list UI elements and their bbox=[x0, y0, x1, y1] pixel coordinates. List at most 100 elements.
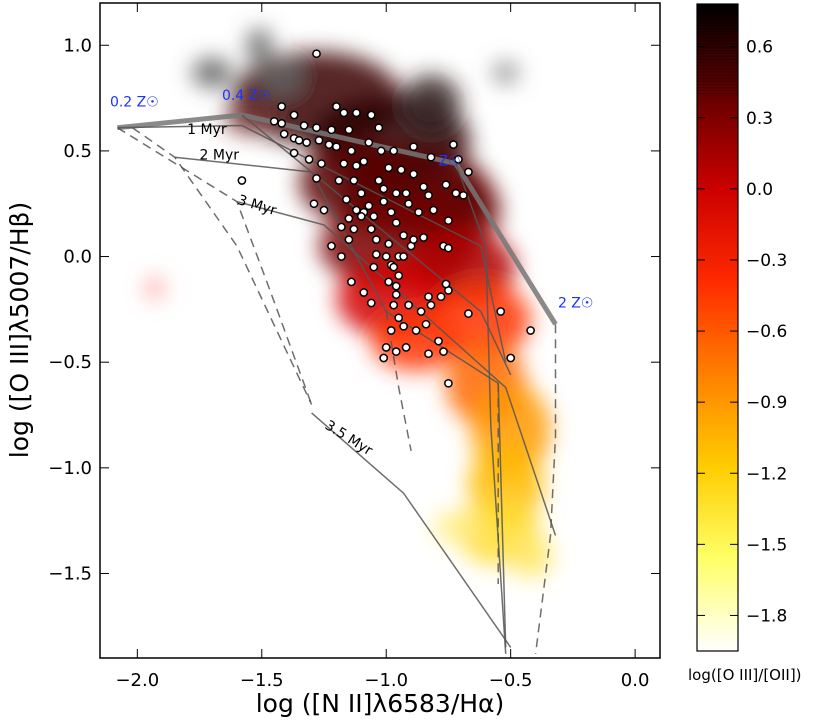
scatter-point bbox=[449, 140, 458, 149]
scatter-point bbox=[312, 49, 321, 59]
scatter-point bbox=[444, 243, 453, 253]
scatter-point bbox=[419, 233, 428, 242]
age-track-3myr bbox=[236, 200, 557, 536]
scatter-point bbox=[379, 353, 389, 363]
scatter-point bbox=[366, 110, 376, 120]
scatter-point bbox=[299, 121, 309, 130]
scatter-point bbox=[381, 252, 391, 261]
scatter-point bbox=[381, 343, 391, 352]
colorbar-tick-label: 0.6 bbox=[746, 38, 773, 58]
scatter-point bbox=[459, 190, 468, 200]
scatter-point bbox=[526, 326, 535, 335]
scatter-point bbox=[434, 336, 443, 346]
scatter-point bbox=[394, 271, 404, 280]
scatter-point bbox=[424, 349, 433, 359]
scatter-point bbox=[324, 140, 334, 149]
scatter-point bbox=[421, 319, 431, 329]
scatter-point bbox=[342, 195, 351, 204]
scatter-point bbox=[327, 241, 336, 251]
scatter-point bbox=[389, 146, 399, 156]
scatter-point bbox=[371, 235, 381, 244]
scatter-point bbox=[404, 300, 413, 310]
x-tick-label: −1.0 bbox=[364, 670, 408, 691]
y-tick-label: −1.5 bbox=[48, 563, 92, 584]
scatter-point bbox=[404, 199, 413, 209]
scatter-point bbox=[352, 205, 361, 215]
scatter-point bbox=[237, 176, 247, 185]
scatter-point bbox=[344, 214, 354, 223]
scatter-point bbox=[277, 102, 287, 111]
scatter-point bbox=[391, 218, 401, 228]
colorbar: 0.6 0.3 0.0 −0.3 −0.6 −0.9 −1.2 −1.5 −1.8 bbox=[696, 3, 787, 652]
scatter-point bbox=[506, 353, 516, 363]
scatter-point bbox=[269, 116, 279, 126]
dashed-track bbox=[534, 324, 557, 654]
density-blob bbox=[371, 311, 461, 371]
scatter-point bbox=[364, 138, 374, 147]
scatter-point bbox=[496, 307, 506, 316]
colorbar-frame bbox=[696, 3, 739, 652]
scatter-point bbox=[396, 165, 406, 175]
scatter-point bbox=[337, 252, 346, 261]
scatter-point bbox=[352, 108, 361, 118]
colorbar-title: log([O III]/[OII]) bbox=[688, 666, 802, 684]
scatter-point bbox=[304, 155, 314, 164]
density-blob bbox=[433, 510, 479, 544]
density-blob bbox=[264, 62, 300, 92]
x-tick-label: −2.0 bbox=[115, 670, 159, 691]
scatter-point bbox=[419, 182, 428, 192]
density-blob bbox=[192, 57, 232, 88]
colorbar-tick-label: −1.2 bbox=[746, 464, 787, 484]
x-axis-title: log ([N II]λ6583/Hα) bbox=[256, 689, 505, 718]
scatter-point bbox=[371, 250, 381, 259]
scatter-point bbox=[426, 300, 436, 310]
scatter-point bbox=[339, 108, 349, 118]
scatter-point bbox=[332, 142, 341, 152]
scatter-point bbox=[454, 155, 463, 164]
colorbar-fill bbox=[697, 4, 738, 651]
scatter-point bbox=[464, 309, 473, 318]
scatter-point bbox=[369, 262, 379, 272]
scatter-point bbox=[391, 188, 401, 198]
scatter-point bbox=[309, 199, 319, 209]
scatter-point bbox=[391, 347, 401, 356]
scatter-point bbox=[366, 224, 376, 234]
scatter-point bbox=[386, 326, 396, 335]
scatter-point bbox=[436, 292, 446, 302]
metallicity-label: Z☉ bbox=[438, 154, 460, 170]
scatter-point bbox=[399, 231, 408, 240]
y-tick-label: 1.0 bbox=[63, 35, 92, 56]
density-blob bbox=[401, 74, 461, 134]
metallicity-label: 0.4 Z☉ bbox=[222, 88, 271, 104]
scatter-point bbox=[424, 292, 433, 302]
colorbar-tick-label: 0.0 bbox=[746, 180, 773, 200]
scatter-point bbox=[344, 125, 354, 135]
age-track-3p5myr bbox=[311, 412, 512, 648]
density-map bbox=[147, 28, 553, 578]
x-tick-label: 0.0 bbox=[621, 670, 650, 691]
density-blob bbox=[493, 62, 519, 84]
scatter-point bbox=[369, 212, 379, 221]
scatter-point bbox=[414, 207, 423, 217]
scatter-point bbox=[332, 102, 341, 111]
axes: −2.0 −1.5 −1.0 −0.5 0.0 −1.5 −1.0 −0.5 0.0 0.5 1.0 bbox=[48, 3, 660, 691]
scatter-point bbox=[374, 176, 384, 185]
model-grid bbox=[117, 112, 558, 654]
scatter-point bbox=[337, 222, 346, 232]
scatter-point bbox=[317, 159, 326, 168]
scatter-point bbox=[409, 235, 418, 244]
scatter-point bbox=[319, 205, 329, 215]
age-label: 2 Myr bbox=[200, 147, 240, 163]
scatter-point bbox=[312, 174, 321, 183]
colorbar-tick-label: 0.3 bbox=[746, 109, 773, 129]
scatter-point bbox=[384, 163, 394, 173]
y-tick-label: −0.5 bbox=[48, 352, 92, 373]
plot-frame bbox=[99, 2, 661, 659]
scatter-point bbox=[444, 378, 453, 388]
scatter-point bbox=[344, 235, 354, 244]
dashed-track bbox=[117, 127, 313, 405]
scatter-point bbox=[339, 159, 349, 168]
scatter-point bbox=[349, 176, 359, 185]
scatter-point bbox=[441, 279, 451, 289]
